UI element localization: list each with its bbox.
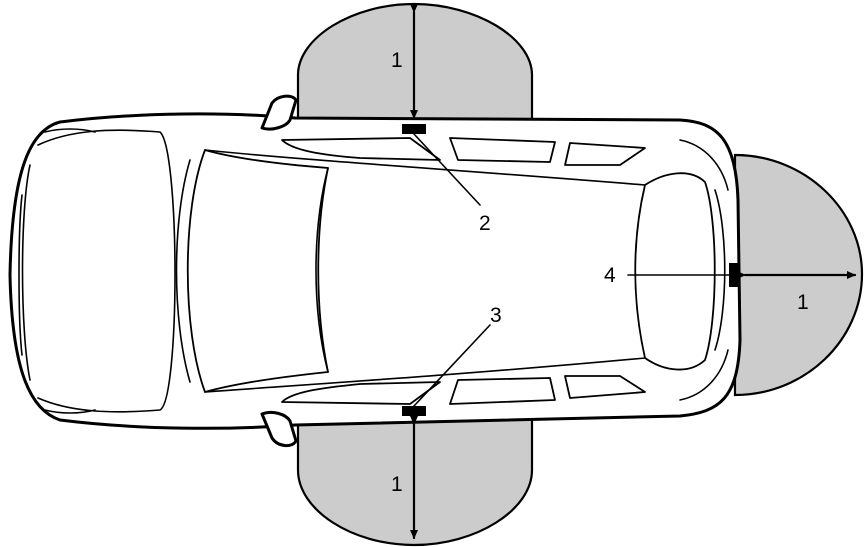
leader-line-2 — [413, 133, 481, 206]
side-window-bottom-front — [281, 381, 441, 405]
rear-window — [634, 172, 716, 371]
leader-line-3 — [413, 324, 491, 407]
roof-front-edge — [315, 167, 329, 373]
callout-label-4: 4 — [604, 264, 616, 287]
roof-bottom-edge — [204, 357, 646, 393]
side-window-top-front — [281, 137, 441, 161]
front-corner-bottom — [44, 409, 96, 414]
front-bumper-line — [18, 194, 23, 356]
car-body — [8, 112, 742, 430]
sensor-rear — [729, 263, 739, 287]
sensor-left — [402, 124, 426, 134]
rear-body-bottom — [679, 349, 729, 401]
sensor-right — [402, 406, 426, 416]
range-label-rear: 1 — [797, 291, 809, 314]
right-mirror — [260, 410, 298, 447]
rear-hatch-line — [714, 189, 726, 351]
range-label-top: 1 — [391, 49, 403, 72]
callout-label-3: 3 — [490, 304, 502, 327]
range-label-bottom: 1 — [391, 473, 403, 496]
side-window-bottom-rear — [564, 375, 646, 399]
callout-label-2: 2 — [479, 212, 491, 235]
side-window-bottom-middle — [449, 377, 556, 405]
rear-body-top — [679, 139, 729, 191]
side-window-top-middle — [449, 137, 556, 163]
windshield — [186, 149, 329, 393]
roof-top-edge — [204, 149, 646, 186]
windshield-inner — [175, 159, 191, 383]
front-grille-line — [21, 164, 31, 381]
front-corner-top — [44, 128, 96, 133]
left-mirror — [260, 94, 298, 131]
side-window-top-rear — [564, 142, 646, 166]
hood-outline — [37, 129, 176, 413]
